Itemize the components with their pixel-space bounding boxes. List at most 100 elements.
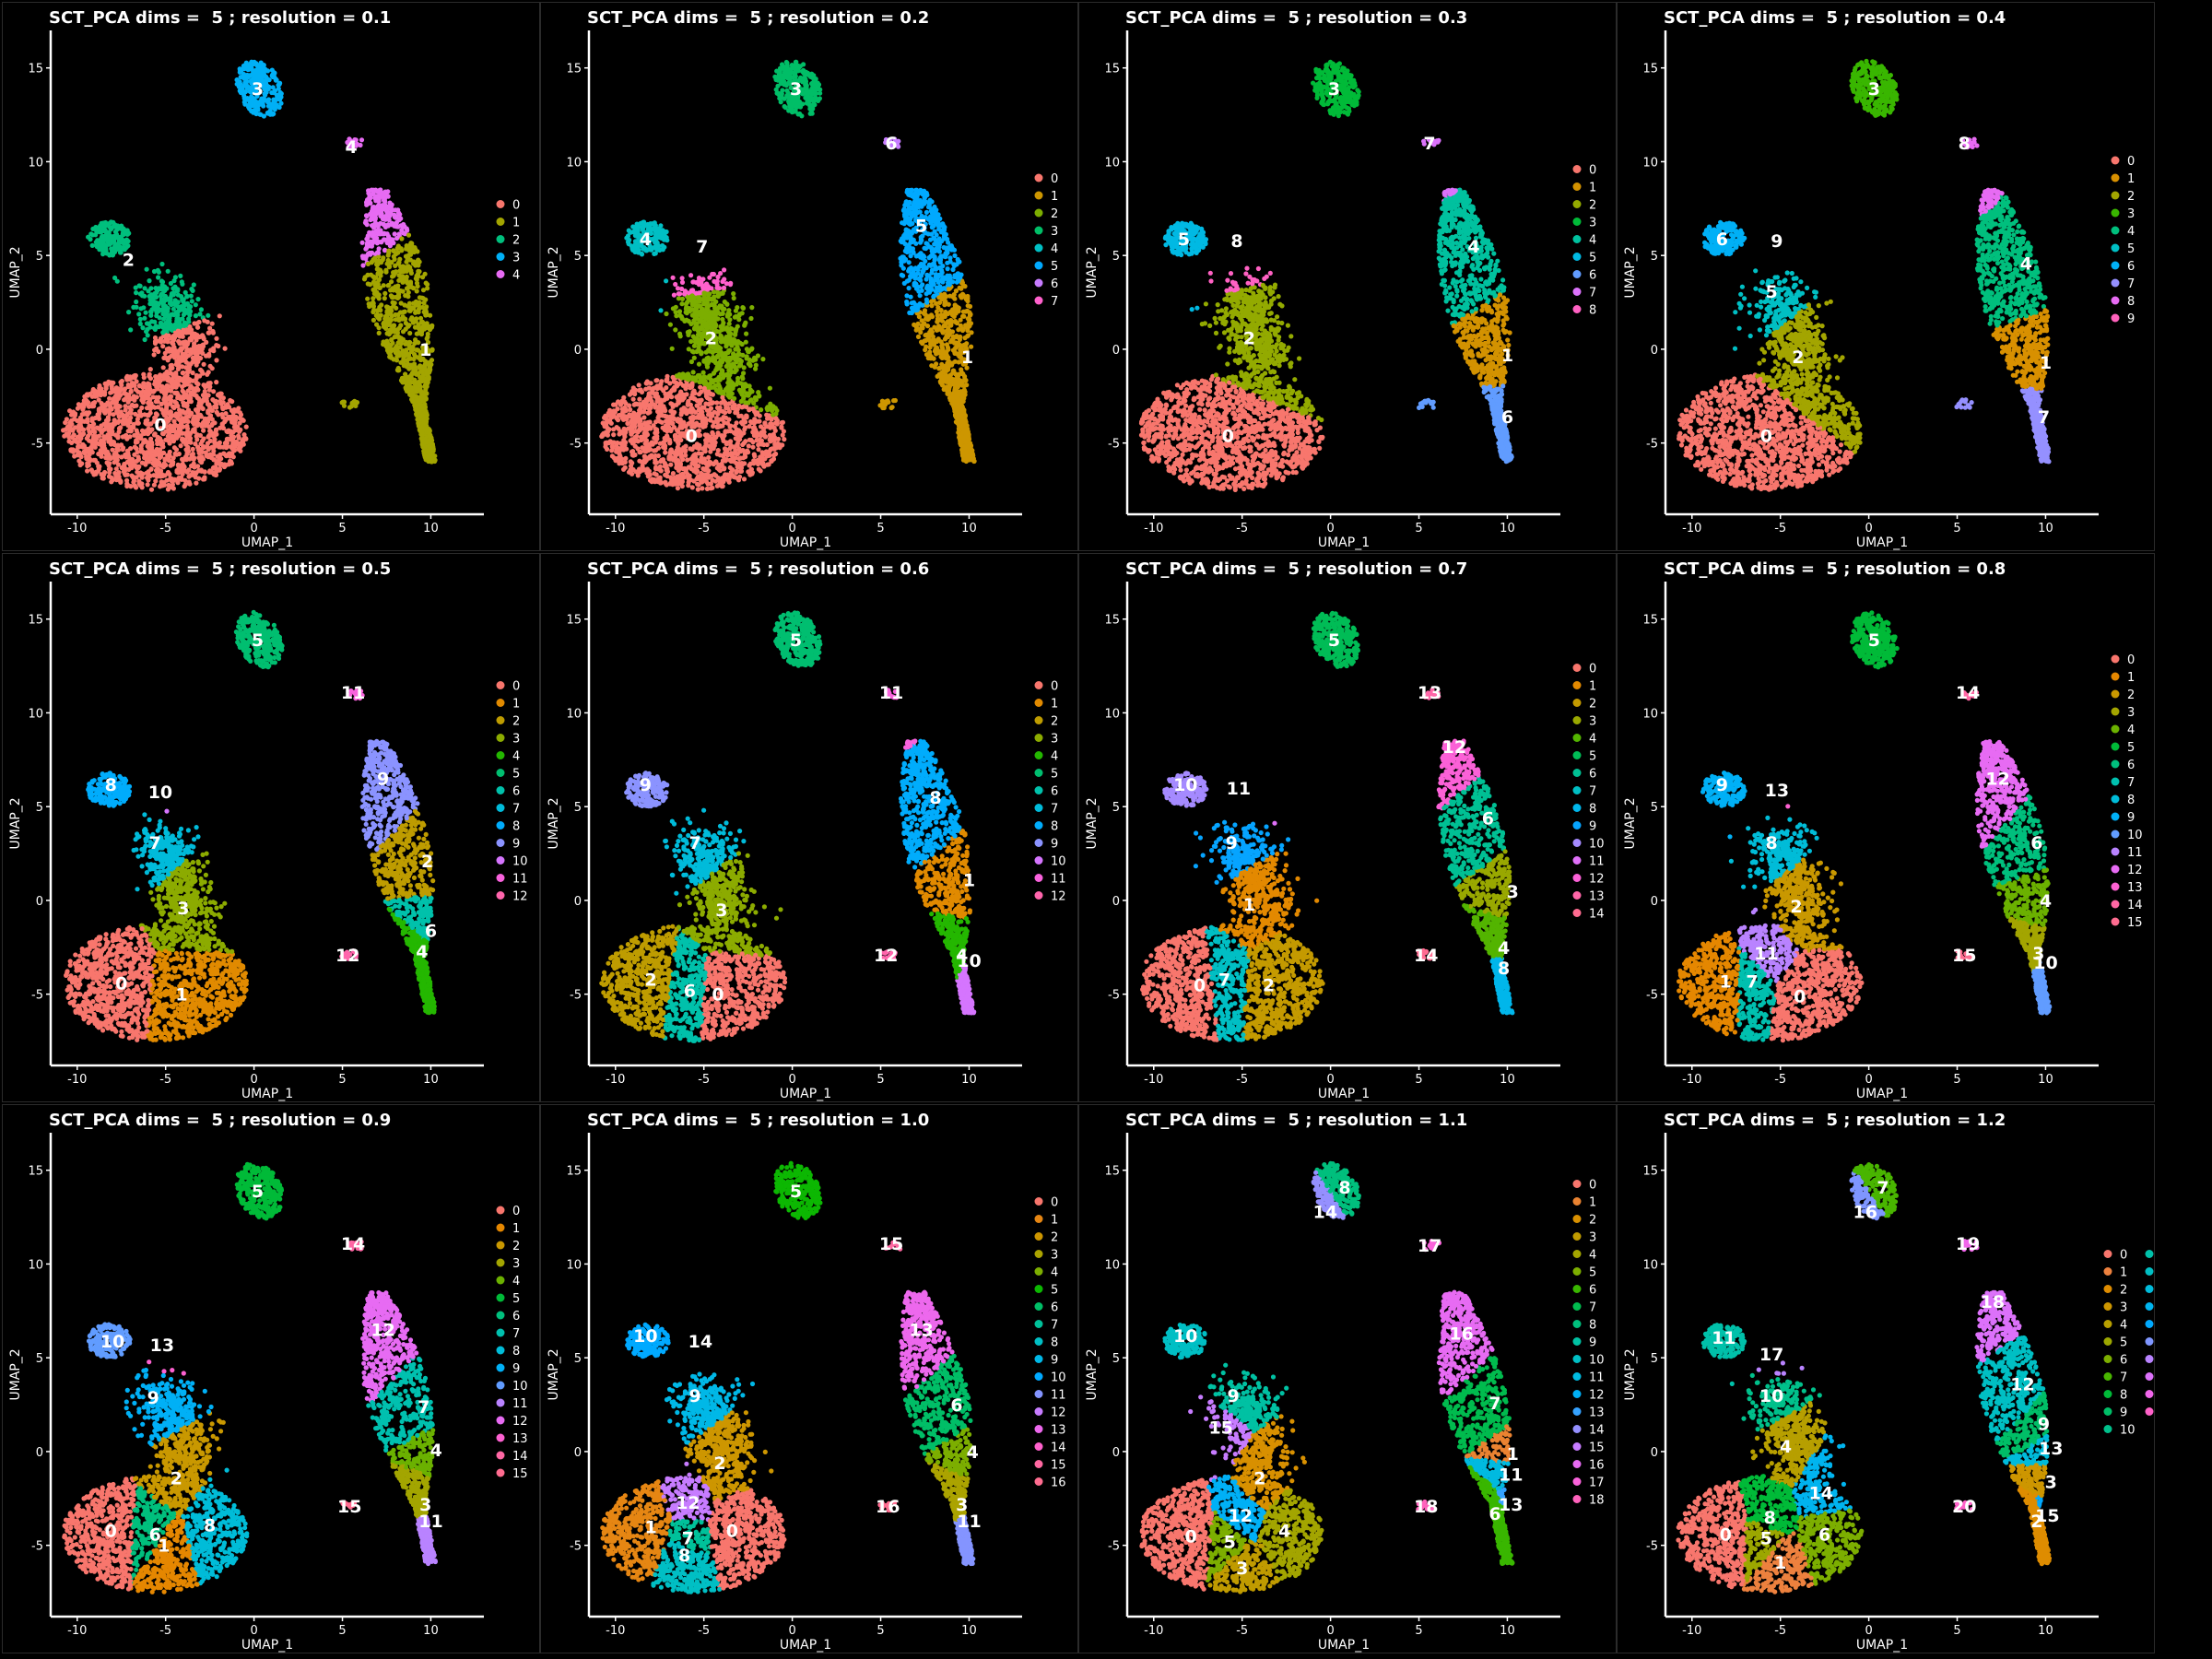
cell-point bbox=[148, 487, 155, 492]
cell-point bbox=[378, 213, 383, 218]
cell-point bbox=[396, 277, 402, 283]
cell-point bbox=[354, 400, 360, 406]
cell-point bbox=[390, 237, 395, 242]
cell-point bbox=[93, 389, 99, 394]
cell-point bbox=[659, 419, 665, 425]
cell-point bbox=[99, 451, 104, 456]
cell-point bbox=[197, 432, 203, 439]
cell-point bbox=[193, 302, 198, 308]
cell-point bbox=[218, 425, 223, 430]
cell-point bbox=[662, 413, 668, 418]
cell-point bbox=[167, 430, 172, 436]
cell-point bbox=[700, 370, 706, 375]
cell-point bbox=[661, 444, 666, 450]
cell-point bbox=[371, 205, 377, 210]
cell-point bbox=[206, 418, 211, 425]
cell-point bbox=[374, 280, 380, 286]
y-tick-label: 5 bbox=[36, 250, 43, 264]
cell-point bbox=[195, 324, 201, 330]
legend-label: 0 bbox=[512, 199, 520, 213]
cell-point bbox=[654, 385, 660, 392]
cell-point bbox=[129, 424, 135, 430]
cell-point bbox=[276, 81, 282, 87]
cell-point bbox=[691, 355, 697, 360]
cell-point bbox=[420, 345, 426, 350]
cell-point bbox=[107, 466, 112, 472]
cell-point bbox=[206, 330, 212, 335]
cell-point bbox=[183, 330, 189, 335]
cell-point bbox=[100, 476, 106, 481]
cell-point bbox=[164, 327, 170, 333]
cell-point bbox=[166, 395, 171, 401]
cell-point bbox=[197, 312, 203, 317]
cell-point bbox=[63, 419, 68, 426]
cell-point bbox=[408, 270, 414, 276]
cell-point bbox=[714, 400, 720, 406]
cell-point bbox=[688, 273, 694, 278]
cell-point bbox=[417, 420, 422, 426]
legend-swatch bbox=[496, 200, 505, 208]
cell-point bbox=[403, 316, 408, 322]
cell-point bbox=[727, 439, 734, 444]
cell-point bbox=[265, 100, 271, 105]
cell-point bbox=[89, 232, 96, 238]
cell-point bbox=[679, 483, 685, 489]
cell-point bbox=[374, 293, 380, 299]
cell-point bbox=[136, 478, 142, 484]
cell-point bbox=[153, 307, 159, 312]
cell-point bbox=[352, 137, 358, 143]
cell-point bbox=[395, 365, 401, 371]
cell-point bbox=[94, 229, 100, 235]
cell-point bbox=[418, 387, 423, 393]
cell-point bbox=[275, 95, 280, 101]
cell-point bbox=[111, 412, 116, 418]
cell-point bbox=[748, 437, 754, 443]
cell-point bbox=[105, 400, 111, 406]
cell-point bbox=[724, 477, 731, 483]
cell-point bbox=[673, 310, 678, 315]
cell-point bbox=[141, 381, 147, 386]
cell-point bbox=[139, 405, 145, 411]
cell-point bbox=[132, 397, 137, 403]
cell-point bbox=[98, 239, 103, 244]
cell-point bbox=[409, 387, 415, 393]
cell-point bbox=[741, 371, 747, 376]
cell-point bbox=[168, 401, 173, 406]
cell-point bbox=[193, 331, 198, 336]
cell-point bbox=[392, 256, 397, 262]
cell-point bbox=[162, 284, 168, 289]
cell-point bbox=[722, 267, 727, 273]
cell-point bbox=[77, 462, 83, 468]
cell-point bbox=[732, 369, 737, 375]
cell-point bbox=[415, 347, 420, 353]
cell-point bbox=[236, 435, 241, 441]
cell-point bbox=[193, 359, 198, 365]
cell-point bbox=[397, 268, 403, 274]
cell-point bbox=[243, 424, 249, 429]
cell-point bbox=[160, 330, 166, 335]
cell-point bbox=[77, 427, 83, 433]
cell-point bbox=[412, 341, 418, 347]
cell-point bbox=[371, 217, 377, 222]
cell-point bbox=[424, 371, 429, 376]
cell-point bbox=[655, 408, 661, 414]
cell-point bbox=[182, 344, 189, 349]
cell-point bbox=[401, 363, 406, 369]
cell-point bbox=[753, 357, 759, 362]
cell-point bbox=[685, 471, 690, 477]
cell-point bbox=[161, 338, 168, 344]
cell-point bbox=[422, 405, 428, 410]
cell-point bbox=[209, 321, 215, 326]
cell-point bbox=[168, 413, 174, 419]
cell-point bbox=[247, 99, 253, 104]
cell-point bbox=[121, 241, 126, 246]
cell-point bbox=[201, 396, 206, 402]
cell-point bbox=[76, 402, 81, 407]
cell-point bbox=[683, 310, 688, 315]
cell-point bbox=[770, 407, 775, 414]
cell-point bbox=[628, 406, 633, 413]
cell-point bbox=[133, 440, 138, 445]
cell-point bbox=[136, 312, 142, 317]
cell-point bbox=[264, 89, 269, 95]
cell-point bbox=[191, 429, 196, 434]
